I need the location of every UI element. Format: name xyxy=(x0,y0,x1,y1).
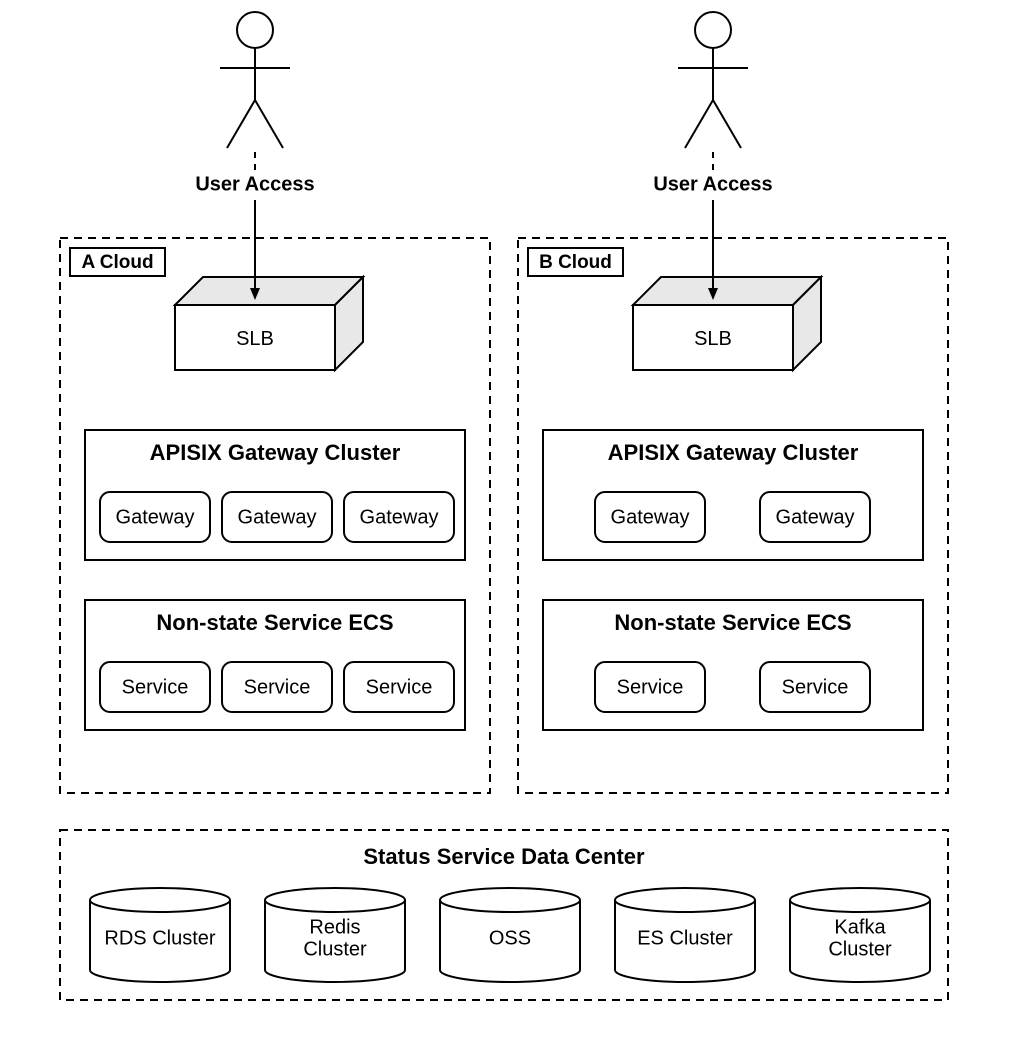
a-cloud-title: A Cloud xyxy=(81,252,153,273)
cylinder-3: ES Cluster xyxy=(615,888,755,982)
b-cloud-service-1-label: Service xyxy=(782,676,849,698)
user-icon xyxy=(678,12,748,170)
a-cloud-service-2-label: Service xyxy=(366,676,433,698)
slb-label: SLB xyxy=(236,328,274,350)
a-cloud-gateway-title: APISIX Gateway Cluster xyxy=(150,440,401,465)
a-cloud-service-title: Non-state Service ECS xyxy=(156,610,393,635)
slb-box: SLB xyxy=(175,277,363,370)
a-cloud-gateway-2-label: Gateway xyxy=(360,506,439,528)
cylinder-4: KafkaCluster xyxy=(790,888,930,982)
data-center-title: Status Service Data Center xyxy=(363,844,645,869)
b-cloud-title: B Cloud xyxy=(539,252,612,273)
slb-label: SLB xyxy=(694,328,732,350)
b-cloud-gateway-1-label: Gateway xyxy=(776,506,855,528)
b-cloud-gateway-title: APISIX Gateway Cluster xyxy=(608,440,859,465)
b-cloud-gateway-0-label: Gateway xyxy=(611,506,690,528)
cylinder-1-label: Cluster xyxy=(303,938,367,960)
cylinder-1: RedisCluster xyxy=(265,888,405,982)
a-cloud-gateway-1-label: Gateway xyxy=(238,506,317,528)
a-cloud-service-0-label: Service xyxy=(122,676,189,698)
slb-box: SLB xyxy=(633,277,821,370)
cylinder-2: OSS xyxy=(440,888,580,982)
cylinder-1-label: Redis xyxy=(309,916,360,938)
cylinder-2-label: OSS xyxy=(489,927,531,949)
cylinder-0-label: RDS Cluster xyxy=(104,927,215,949)
b-cloud-service-title: Non-state Service ECS xyxy=(614,610,851,635)
b-cloud-service-0-label: Service xyxy=(617,676,684,698)
a-cloud-gateway-0-label: Gateway xyxy=(116,506,195,528)
cylinder-3-label: ES Cluster xyxy=(637,927,733,949)
user-label: User Access xyxy=(195,173,314,195)
cylinder-4-label: Cluster xyxy=(828,938,892,960)
cylinder-0: RDS Cluster xyxy=(90,888,230,982)
a-cloud-service-1-label: Service xyxy=(244,676,311,698)
cylinder-4-label: Kafka xyxy=(834,916,886,938)
user-label: User Access xyxy=(653,173,772,195)
user-icon xyxy=(220,12,290,170)
